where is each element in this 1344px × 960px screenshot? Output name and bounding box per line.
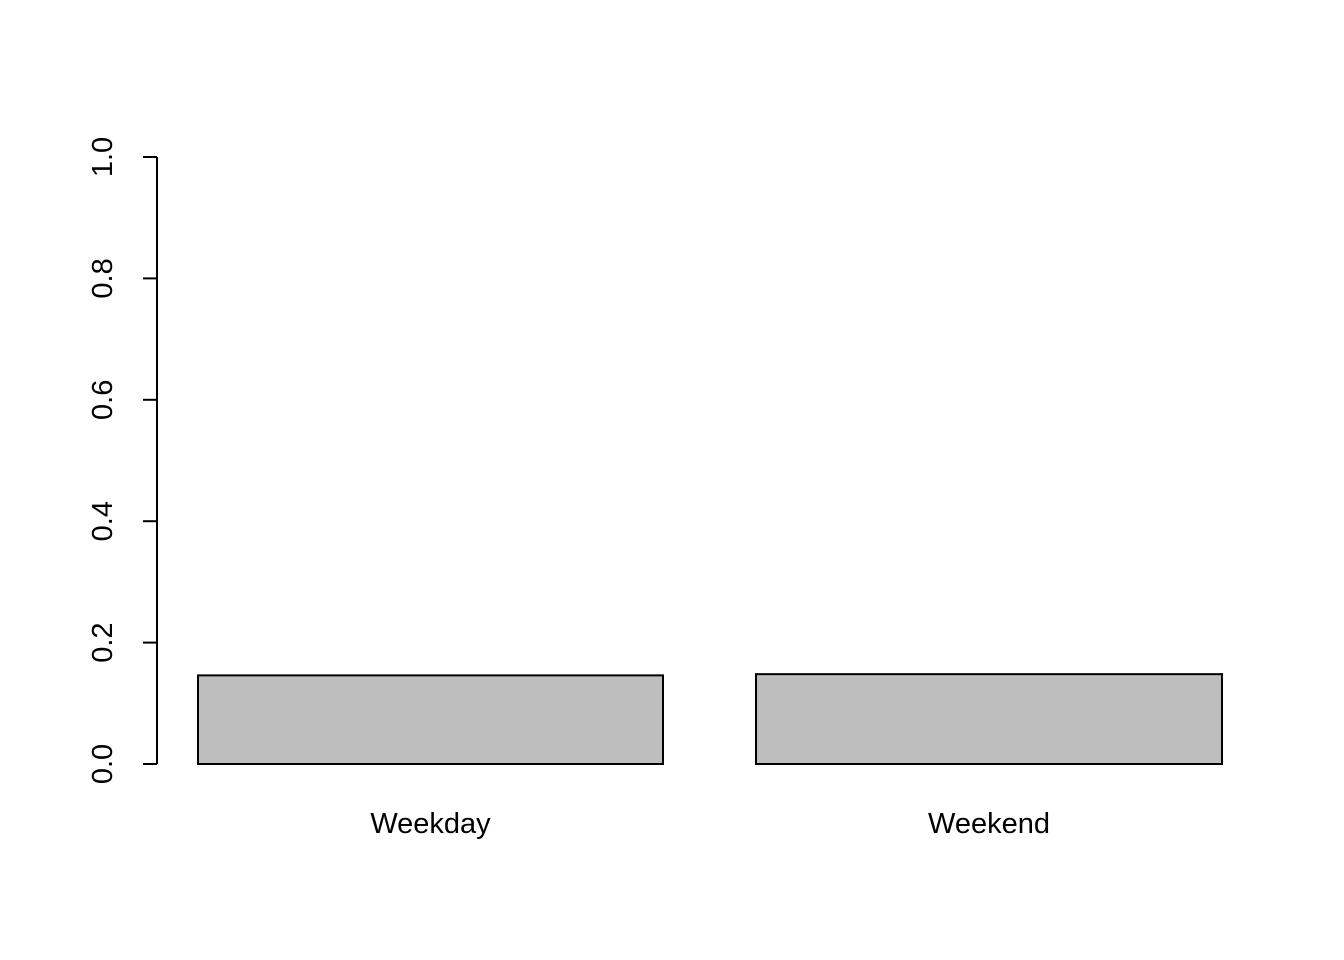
bar-weekday xyxy=(197,674,664,765)
y-tick-label: 0.0 xyxy=(87,744,119,784)
x-axis-labels: Weekday Weekend xyxy=(370,808,1050,840)
y-tick-label: 0.4 xyxy=(87,501,119,541)
y-tick-label: 0.2 xyxy=(87,622,119,662)
bar-weekend xyxy=(755,673,1223,765)
y-ticks: 0.0 0.2 0.4 0.6 0.8 1.0 xyxy=(87,137,157,784)
y-tick-label: 0.8 xyxy=(87,258,119,298)
x-category-label: Weekend xyxy=(928,808,1050,840)
y-axis: 0.0 0.2 0.4 0.6 0.8 1.0 xyxy=(87,137,158,784)
y-tick-label: 1.0 xyxy=(87,137,119,177)
y-tick-label: 0.6 xyxy=(87,380,119,420)
bars xyxy=(197,673,1223,765)
x-category-label: Weekday xyxy=(370,808,491,840)
